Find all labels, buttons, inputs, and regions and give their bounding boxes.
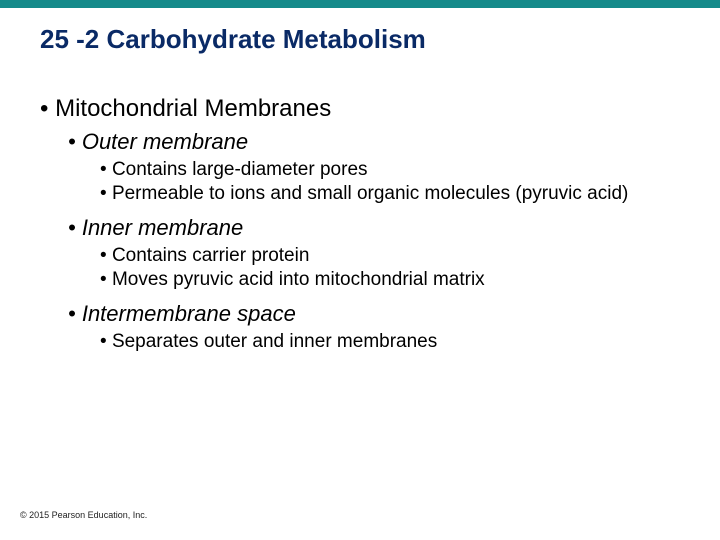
bullet-text: Contains carrier protein bbox=[112, 245, 309, 266]
bullet-text: Outer membrane bbox=[82, 129, 248, 154]
bullet-list-lvl3: Separates outer and inner membranes bbox=[100, 331, 680, 353]
bullet-text: Mitochondrial Membranes bbox=[55, 95, 331, 122]
bullet-lvl3: Contains large-diameter pores bbox=[100, 159, 680, 181]
top-bar bbox=[0, 0, 720, 8]
bullet-lvl2: Intermembrane space Separates outer and … bbox=[68, 301, 680, 353]
bullet-list-lvl2: Outer membrane Contains large-diameter p… bbox=[68, 129, 680, 353]
bullet-lvl3: Contains carrier protein bbox=[100, 245, 680, 267]
bullet-text: Inner membrane bbox=[82, 215, 243, 240]
bullet-text: Permeable to ions and small organic mole… bbox=[112, 183, 628, 204]
bullet-lvl3: Permeable to ions and small organic mole… bbox=[100, 183, 680, 205]
bullet-lvl2: Inner membrane Contains carrier protein … bbox=[68, 215, 680, 291]
slide: 25 -2 Carbohydrate Metabolism Mitochondr… bbox=[0, 0, 720, 540]
bullet-lvl3: Moves pyruvic acid into mitochondrial ma… bbox=[100, 269, 680, 291]
bullet-lvl3: Separates outer and inner membranes bbox=[100, 331, 680, 353]
bullet-text: Separates outer and inner membranes bbox=[112, 331, 437, 352]
bullet-text: Moves pyruvic acid into mitochondrial ma… bbox=[112, 269, 485, 290]
bullet-list-lvl1: Mitochondrial Membranes Outer membrane C… bbox=[40, 95, 680, 353]
bullet-lvl2: Outer membrane Contains large-diameter p… bbox=[68, 129, 680, 205]
slide-title: 25 -2 Carbohydrate Metabolism bbox=[0, 8, 720, 55]
bullet-list-lvl3: Contains carrier protein Moves pyruvic a… bbox=[100, 245, 680, 291]
bullet-text: Contains large-diameter pores bbox=[112, 159, 368, 180]
bullet-lvl1: Mitochondrial Membranes Outer membrane C… bbox=[40, 95, 680, 353]
bullet-list-lvl3: Contains large-diameter pores Permeable … bbox=[100, 159, 680, 205]
copyright-footer: © 2015 Pearson Education, Inc. bbox=[20, 510, 147, 520]
bullet-text: Intermembrane space bbox=[82, 301, 296, 326]
slide-content: Mitochondrial Membranes Outer membrane C… bbox=[0, 55, 720, 353]
